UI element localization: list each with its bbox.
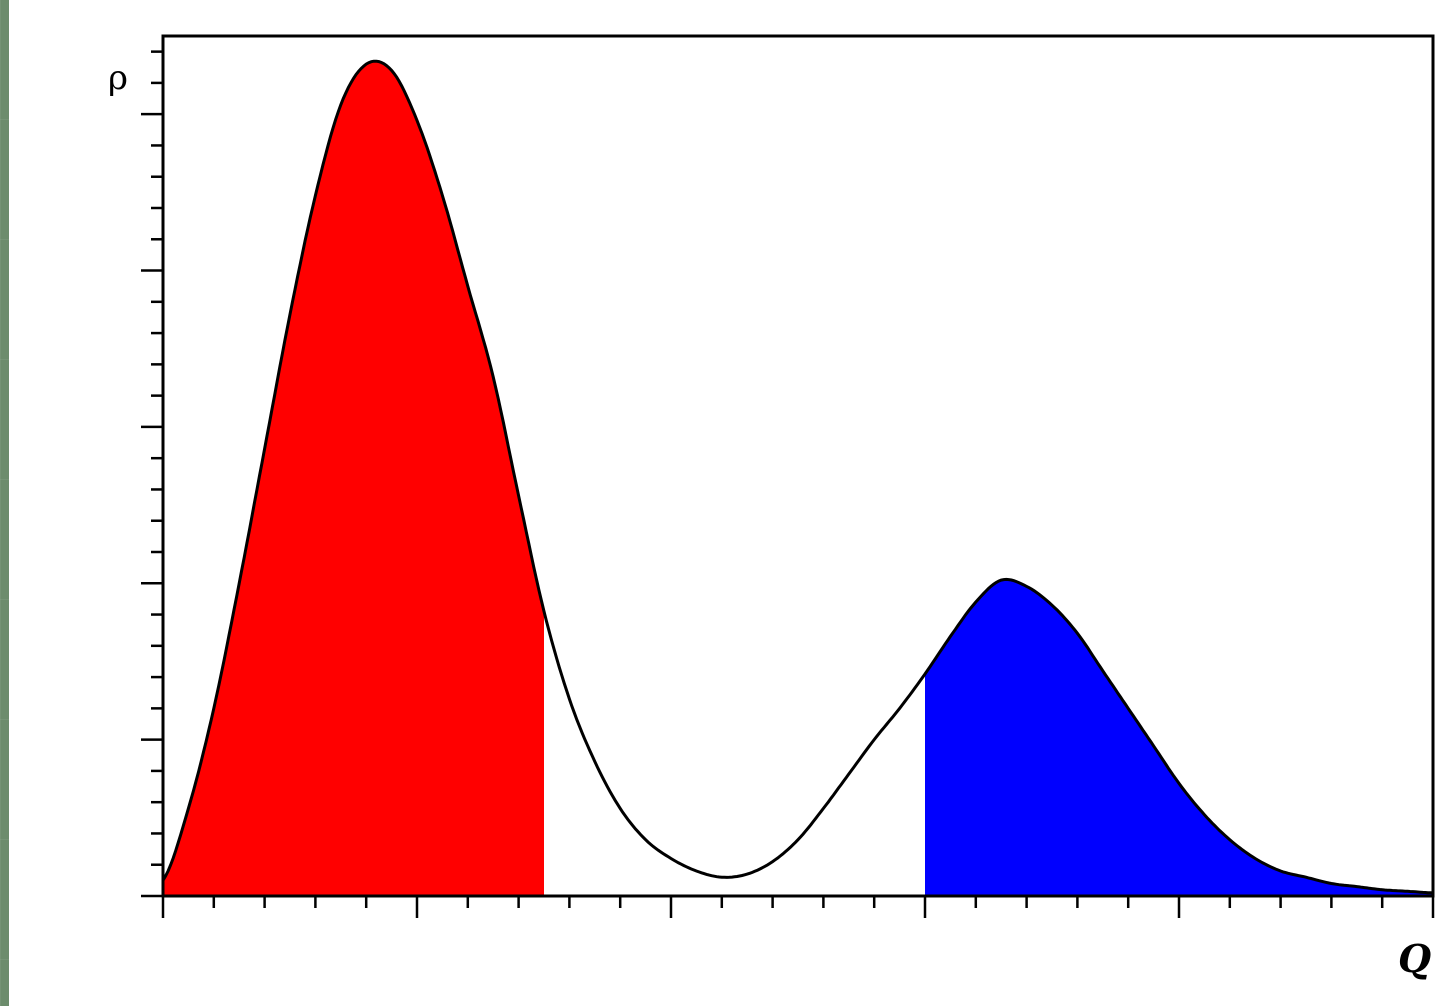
plot-border bbox=[161, 34, 1435, 898]
shaded-region-2 bbox=[925, 579, 1433, 896]
axis-ticks bbox=[141, 50, 1435, 918]
y-axis-label: ρ bbox=[108, 58, 128, 98]
shaded-region-1 bbox=[163, 61, 544, 896]
x-axis-label: Q bbox=[1398, 936, 1431, 981]
shaded-regions bbox=[163, 61, 1433, 896]
density-curve-line bbox=[161, 59, 1434, 895]
